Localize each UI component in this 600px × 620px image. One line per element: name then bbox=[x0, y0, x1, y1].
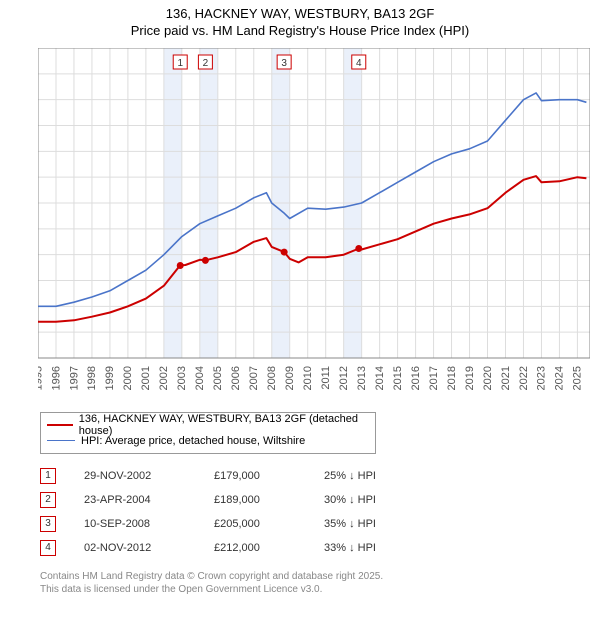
svg-text:2006: 2006 bbox=[230, 366, 242, 390]
svg-text:1995: 1995 bbox=[38, 366, 44, 390]
chart-container: 136, HACKNEY WAY, WESTBURY, BA13 2GF Pri… bbox=[0, 0, 600, 596]
svg-text:1997: 1997 bbox=[68, 366, 80, 390]
sale-price: £212,000 bbox=[214, 542, 324, 554]
svg-text:2024: 2024 bbox=[554, 366, 566, 390]
svg-text:2004: 2004 bbox=[194, 366, 206, 390]
svg-text:2007: 2007 bbox=[248, 366, 260, 390]
svg-text:2017: 2017 bbox=[428, 366, 440, 390]
sale-date: 10-SEP-2008 bbox=[84, 518, 214, 530]
table-row: 3 10-SEP-2008 £205,000 35% ↓ HPI bbox=[40, 512, 600, 536]
svg-text:2005: 2005 bbox=[212, 366, 224, 390]
table-row: 4 02-NOV-2012 £212,000 33% ↓ HPI bbox=[40, 536, 600, 560]
footer-line-2: This data is licensed under the Open Gov… bbox=[40, 583, 600, 596]
svg-text:2012: 2012 bbox=[338, 366, 350, 390]
svg-text:4: 4 bbox=[356, 58, 362, 69]
svg-text:2018: 2018 bbox=[446, 366, 458, 390]
title-line-2: Price paid vs. HM Land Registry's House … bbox=[0, 23, 600, 40]
svg-text:2021: 2021 bbox=[500, 366, 512, 390]
footer-line-1: Contains HM Land Registry data © Crown c… bbox=[40, 570, 600, 583]
svg-text:2016: 2016 bbox=[410, 366, 422, 390]
legend: 136, HACKNEY WAY, WESTBURY, BA13 2GF (de… bbox=[40, 412, 376, 454]
svg-text:2009: 2009 bbox=[284, 366, 296, 390]
svg-text:2025: 2025 bbox=[572, 366, 584, 390]
sale-date: 02-NOV-2012 bbox=[84, 542, 214, 554]
sale-num-box-4: 4 bbox=[40, 540, 56, 556]
svg-text:1996: 1996 bbox=[50, 366, 62, 390]
legend-item-property: 136, HACKNEY WAY, WESTBURY, BA13 2GF (de… bbox=[47, 417, 369, 433]
sale-num-box-3: 3 bbox=[40, 516, 56, 532]
title-line-1: 136, HACKNEY WAY, WESTBURY, BA13 2GF bbox=[0, 6, 600, 23]
sale-price: £205,000 bbox=[214, 518, 324, 530]
sale-price: £179,000 bbox=[214, 470, 324, 482]
svg-text:2013: 2013 bbox=[356, 366, 368, 390]
sale-delta: 25% ↓ HPI bbox=[324, 470, 444, 482]
table-row: 2 23-APR-2004 £189,000 30% ↓ HPI bbox=[40, 488, 600, 512]
legend-label-property: 136, HACKNEY WAY, WESTBURY, BA13 2GF (de… bbox=[79, 413, 369, 437]
svg-text:1: 1 bbox=[177, 58, 183, 69]
svg-text:2014: 2014 bbox=[374, 366, 386, 390]
svg-text:2010: 2010 bbox=[302, 366, 314, 390]
legend-label-hpi: HPI: Average price, detached house, Wilt… bbox=[81, 435, 305, 447]
sale-price: £189,000 bbox=[214, 494, 324, 506]
svg-text:2003: 2003 bbox=[176, 366, 188, 390]
sales-table: 1 29-NOV-2002 £179,000 25% ↓ HPI 2 23-AP… bbox=[40, 464, 600, 560]
svg-text:2011: 2011 bbox=[320, 366, 332, 390]
sale-delta: 35% ↓ HPI bbox=[324, 518, 444, 530]
footer: Contains HM Land Registry data © Crown c… bbox=[40, 570, 600, 596]
sale-date: 29-NOV-2002 bbox=[84, 470, 214, 482]
svg-text:2022: 2022 bbox=[518, 366, 530, 390]
sale-num-box-1: 1 bbox=[40, 468, 56, 484]
legend-swatch-hpi bbox=[47, 440, 75, 441]
svg-text:1999: 1999 bbox=[104, 366, 116, 390]
svg-text:2008: 2008 bbox=[266, 366, 278, 390]
sale-date: 23-APR-2004 bbox=[84, 494, 214, 506]
title-block: 136, HACKNEY WAY, WESTBURY, BA13 2GF Pri… bbox=[0, 0, 600, 40]
svg-text:2019: 2019 bbox=[464, 366, 476, 390]
svg-text:2000: 2000 bbox=[122, 366, 134, 390]
sale-num-box-2: 2 bbox=[40, 492, 56, 508]
sale-delta: 30% ↓ HPI bbox=[324, 494, 444, 506]
legend-swatch-property bbox=[47, 424, 73, 426]
svg-text:2020: 2020 bbox=[482, 366, 494, 390]
sale-delta: 33% ↓ HPI bbox=[324, 542, 444, 554]
svg-text:2002: 2002 bbox=[158, 366, 170, 390]
chart-svg: £0£50K£100K£150K£200K£250K£300K£350K£400… bbox=[38, 48, 590, 408]
svg-text:1998: 1998 bbox=[86, 366, 98, 390]
svg-text:3: 3 bbox=[281, 58, 287, 69]
table-row: 1 29-NOV-2002 £179,000 25% ↓ HPI bbox=[40, 464, 600, 488]
chart-area: £0£50K£100K£150K£200K£250K£300K£350K£400… bbox=[38, 48, 590, 408]
svg-text:2023: 2023 bbox=[536, 366, 548, 390]
svg-text:2001: 2001 bbox=[140, 366, 152, 390]
svg-text:2015: 2015 bbox=[392, 366, 404, 390]
svg-text:2: 2 bbox=[203, 58, 209, 69]
